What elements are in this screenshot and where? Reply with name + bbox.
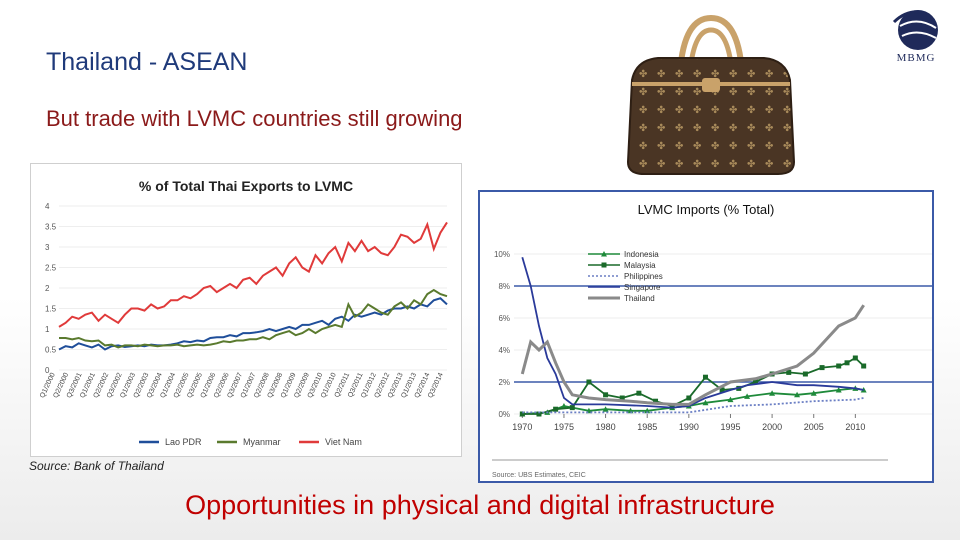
lvmc-imports-chart: LVMC Imports (% Total) 0% 2% 4% 6% 8% 10% 197…: [478, 190, 934, 483]
chart-title: % of Total Thai Exports to LVMC: [139, 178, 353, 194]
marker-malaysia: [569, 405, 575, 411]
marker-indonesia: [560, 403, 567, 409]
marker-malaysia: [852, 355, 858, 361]
marker-indonesia: [702, 399, 709, 406]
marker-indonesia: [835, 387, 842, 393]
y-tick-label: 0%: [498, 410, 510, 419]
series-line-philippines: [522, 397, 864, 414]
x-tick-label: 2010: [845, 422, 865, 432]
legend-marker-malaysia: [601, 262, 607, 268]
legend-label-indonesia: Indonesia: [624, 250, 659, 259]
y-tick-label: 8%: [498, 282, 510, 291]
x-tick-label: 1980: [596, 422, 616, 432]
logo-text: MBMG: [896, 52, 936, 64]
marker-malaysia: [786, 369, 792, 375]
chart-source: Source: UBS Estimates, CEIC: [492, 472, 586, 479]
plot-area: [480, 226, 932, 481]
legend-label-lao: Lao PDR: [165, 437, 202, 447]
legend-label-thailand: Thailand: [624, 294, 655, 303]
marker-malaysia: [702, 374, 708, 380]
y-tick-label: 3: [45, 243, 50, 252]
legend-marker-indonesia: [601, 251, 607, 257]
marker-indonesia: [794, 391, 801, 398]
y-tick-label: 3.5: [45, 223, 57, 232]
thai-exports-svg: % of Total Thai Exports to LVMC 0 0.5 1 1.5…: [39, 178, 448, 447]
marker-malaysia: [819, 365, 825, 371]
marker-indonesia: [810, 390, 817, 396]
marker-malaysia: [861, 363, 867, 369]
series-line-myanmar: [59, 288, 448, 349]
lvmc-imports-svg: 0% 2% 4% 6% 8% 10% 1970 1975 1980 1985 1990 1995 20…: [480, 226, 932, 481]
marker-indonesia: [602, 406, 609, 412]
y-tick-label: 4%: [498, 346, 510, 355]
marker-malaysia: [519, 411, 525, 417]
legend-label-myanmar: Myanmar: [243, 437, 281, 447]
marker-malaysia: [653, 398, 659, 404]
x-tick-label: 1990: [679, 422, 699, 432]
source-note: Source: Bank of Thailand: [29, 459, 164, 473]
y-tick-label: 0.5: [45, 346, 57, 355]
y-tick-label: 2%: [498, 378, 510, 387]
chart-title: LVMC Imports (% Total): [637, 202, 775, 217]
marker-malaysia: [536, 411, 542, 417]
legend-label-vietnam: Viet Nam: [325, 437, 362, 447]
series-line-viet-nam: [58, 221, 448, 328]
legend-label-philippines: Philippines: [624, 272, 663, 281]
x-tick-label: 1970: [512, 422, 532, 432]
chart-legend: Lao PDR Myanmar Viet Nam: [139, 437, 362, 447]
marker-malaysia: [619, 395, 625, 401]
legend-label-malaysia: Malaysia: [624, 261, 656, 270]
marker-indonesia: [644, 407, 651, 414]
marker-malaysia: [802, 371, 808, 377]
x-tick-label: 1975: [554, 422, 574, 432]
series-line-thailand: [520, 304, 865, 406]
handbag-image: ✤: [618, 10, 804, 180]
y-tick-label: 1.5: [45, 305, 57, 314]
y-tick-label: 1: [45, 325, 50, 334]
slide-subtitle: But trade with LVMC countries still grow…: [46, 106, 463, 131]
marker-malaysia: [669, 403, 675, 409]
marker-malaysia: [636, 390, 642, 396]
marker-indonesia: [727, 396, 734, 403]
marker-malaysia: [719, 387, 725, 393]
x-tick-label: 1985: [637, 422, 657, 432]
y-tick-label: 6%: [498, 314, 510, 323]
marker-malaysia: [553, 406, 559, 412]
marker-malaysia: [844, 360, 850, 366]
x-tick-label: 1995: [720, 422, 740, 432]
slide-title: Thailand - ASEAN: [46, 48, 248, 76]
y-tick-label: 10%: [494, 250, 510, 259]
thai-exports-chart: % of Total Thai Exports to LVMC 0 0.5 1 1.5…: [30, 163, 462, 457]
marker-indonesia: [769, 390, 776, 396]
x-tick-label: 2000: [762, 422, 782, 432]
marker-indonesia: [744, 393, 751, 399]
marker-malaysia: [686, 395, 692, 401]
y-tick-label: 2.5: [45, 264, 57, 273]
legend-label-singapore: Singapore: [624, 283, 661, 292]
marker-malaysia: [836, 363, 842, 369]
footer-headline: Opportunities in physical and digital in…: [185, 490, 775, 520]
y-tick-label: 0: [45, 366, 50, 375]
marker-malaysia: [586, 379, 592, 385]
x-tick-label: 2005: [804, 422, 824, 432]
y-tick-label: 2: [45, 284, 50, 293]
marker-malaysia: [603, 392, 609, 398]
y-tick-label: 4: [45, 202, 50, 211]
series-line-singapore: [521, 256, 864, 409]
company-logo: MBMG: [886, 6, 946, 72]
globe-icon: [892, 10, 938, 50]
marker-malaysia: [752, 379, 758, 385]
series-line-lao-pdr: [58, 297, 448, 351]
chart-legend: Indonesia Malaysia Philippines Singapore Tha…: [588, 250, 663, 303]
series-line-indonesia: [522, 387, 864, 415]
